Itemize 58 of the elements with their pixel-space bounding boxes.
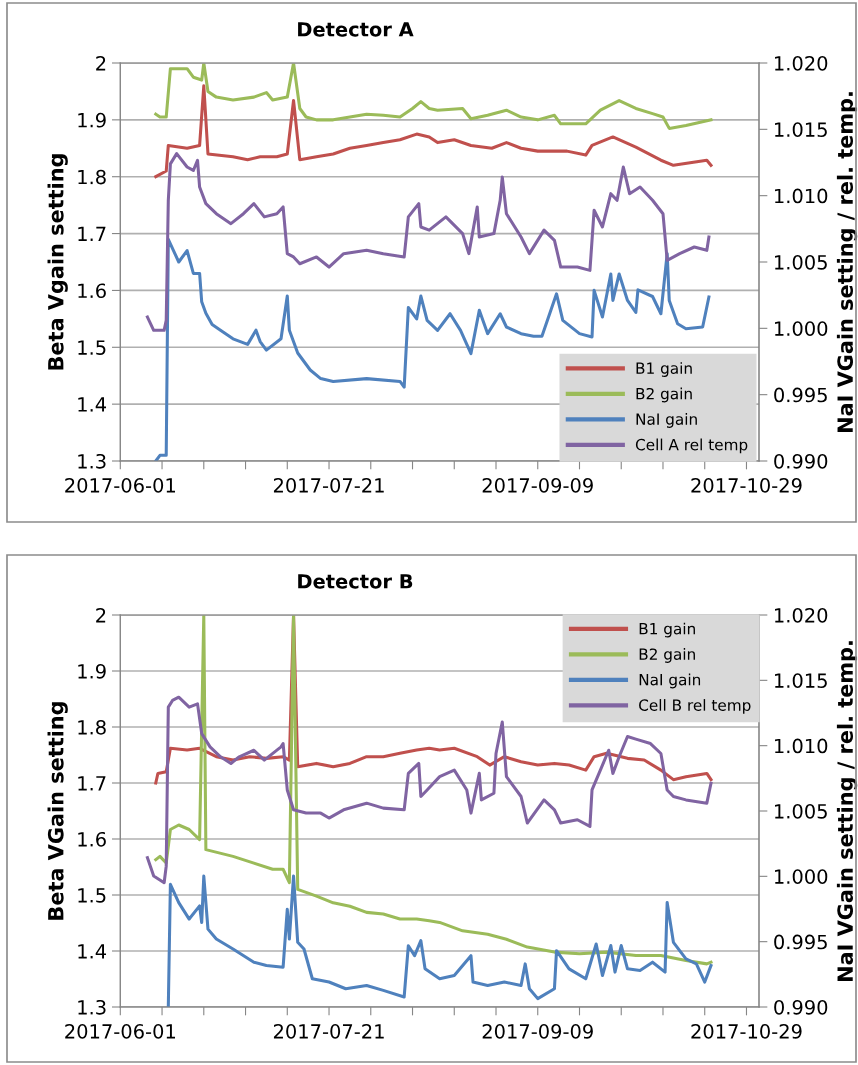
legend-label: B1 gain (636, 362, 692, 377)
x-tick-label: 2017-10-29 (691, 1024, 802, 1039)
legend-label: NaI gain (639, 673, 701, 689)
x-tick-label: 2017-09-09 (482, 478, 593, 493)
y2-tick-label: 0.995 (774, 387, 827, 403)
y2-tick-label: 1.010 (775, 188, 828, 204)
y2-axis-title: NaI VGain setting / rel. temp. (836, 92, 858, 432)
y2-axis-title: NaI VGain setting / rel. temp. (836, 641, 858, 981)
y-tick-label: 1.5 (78, 340, 106, 355)
y-tick-label: 1.6 (78, 283, 106, 299)
line-series (154, 63, 713, 130)
line-series (154, 84, 713, 179)
y-tick-label: 1.5 (78, 888, 106, 903)
line-series (145, 152, 711, 332)
y-tick-label: 1.3 (78, 999, 106, 1015)
y2-tick-label: 1.000 (775, 321, 828, 336)
line-series (166, 874, 713, 1007)
chart-title: Detector A (298, 22, 414, 37)
y2-tick-label: 1.020 (775, 55, 828, 71)
legend-label: NaI gain (636, 413, 697, 428)
y2-tick-label: 0.995 (774, 934, 827, 950)
y2-tick-label: 0.990 (774, 999, 828, 1015)
legend-label: B1 gain (639, 622, 695, 638)
x-tick-label: 2017-10-29 (691, 478, 802, 493)
y2-tick-label: 1.015 (775, 122, 827, 137)
legend-label: Cell A rel temp (635, 438, 748, 454)
y-tick-label: 1.7 (78, 226, 106, 241)
y2-tick-label: 1.005 (775, 254, 827, 270)
y-tick-label: 2 (96, 607, 106, 623)
legend-label: Cell B rel temp (639, 699, 751, 714)
y-tick-label: 1.4 (78, 397, 107, 412)
y2-tick-label: 0.990 (774, 453, 828, 469)
y2-tick-label: 1.015 (775, 673, 827, 688)
y-tick-label: 1.8 (78, 169, 106, 185)
y-tick-label: 1.9 (78, 663, 106, 679)
x-tick-label: 2017-09-09 (482, 1024, 593, 1039)
x-tick-label: 2017-07-21 (273, 478, 384, 493)
legend-label: B2 gain (639, 648, 695, 663)
y2-tick-label: 1.020 (775, 607, 828, 623)
line-series (154, 615, 713, 966)
x-tick-label: 2017-06-01 (65, 1024, 176, 1039)
y-axis-title: Beta VGain setting (47, 702, 68, 920)
y-tick-label: 1.9 (78, 112, 106, 128)
x-tick-label: 2017-06-01 (65, 478, 176, 493)
x-tick-label: 2017-07-21 (273, 1024, 384, 1039)
legend-label: B2 gain (636, 387, 692, 403)
y-tick-label: 2 (96, 55, 106, 71)
y-tick-label: 1.8 (78, 719, 106, 735)
y2-tick-label: 1.005 (775, 803, 827, 819)
y2-tick-label: 1.000 (775, 869, 828, 884)
y-tick-label: 1.7 (78, 776, 106, 791)
y-tick-label: 1.3 (78, 453, 106, 469)
y-tick-label: 1.4 (78, 944, 107, 959)
y-axis-title: Beta Vgain setting (47, 154, 68, 370)
line-series (145, 695, 713, 885)
y-tick-label: 1.6 (78, 831, 106, 847)
chart-title: Detector B (298, 574, 413, 589)
y2-tick-label: 1.010 (775, 738, 828, 754)
